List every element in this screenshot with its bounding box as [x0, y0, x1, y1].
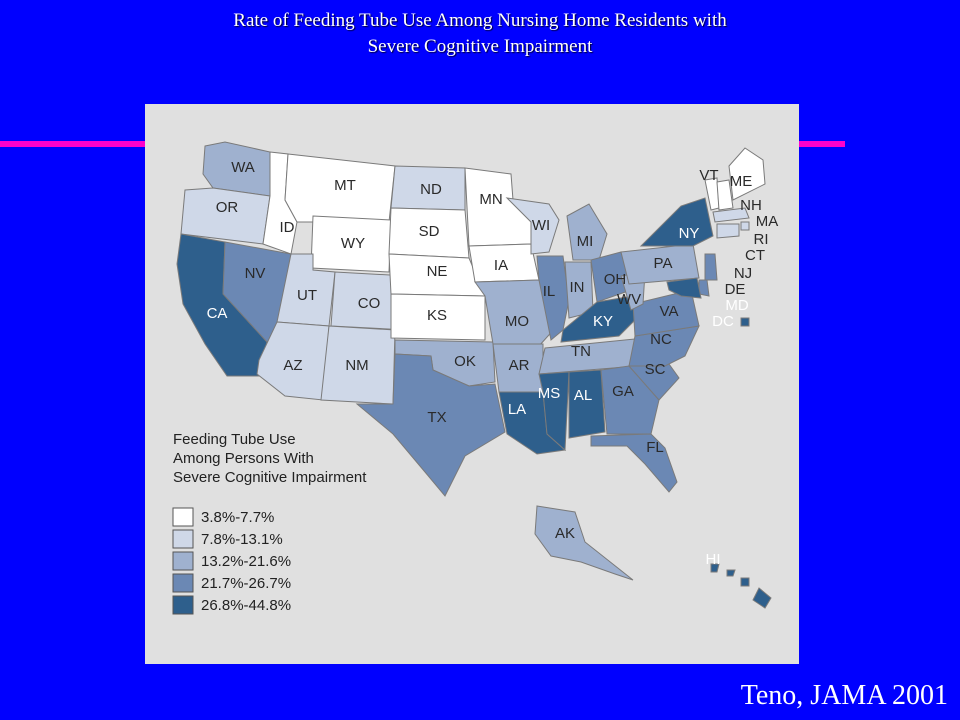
state-label-ct: CT: [745, 247, 765, 264]
slide-title-line-2: Severe Cognitive Impairment: [367, 36, 593, 57]
state-label-vt: VT: [699, 167, 718, 184]
state-label-wa: WA: [231, 159, 255, 176]
state-ms: [538, 371, 570, 452]
state-label-nm: NM: [345, 357, 368, 374]
citation: Teno, JAMA 2001: [740, 680, 948, 711]
state-label-ut: UT: [297, 287, 317, 304]
us-choropleth-map: WA OR CA NV ID MT WY UT CO AZ NM ND SD NE KS OK TX MN IA MO…: [172, 141, 779, 615]
state-label-ri: RI: [754, 231, 769, 248]
legend-label-4: 21.7%-26.7%: [201, 575, 291, 592]
state-ks: [390, 293, 486, 341]
state-wi: [505, 197, 560, 255]
state-label-hi: HI: [706, 551, 721, 568]
state-label-co: CO: [358, 295, 381, 312]
state-ny: [639, 197, 714, 247]
state-label-ny: NY: [679, 225, 700, 242]
labels-layer: WA OR CA NV ID MT WY UT CO AZ NM ND SD NE KS OK TX MN IA MO…: [207, 159, 779, 568]
legend-swatch-4: [172, 573, 194, 593]
state-al: [568, 369, 606, 439]
state-ga: [600, 365, 660, 435]
state-dc: [740, 317, 750, 327]
states-layer: [176, 141, 772, 609]
state-label-sd: SD: [419, 223, 440, 240]
map-panel: WA OR CA NV ID MT WY UT CO AZ NM ND SD NE KS OK TX MN IA MO…: [145, 104, 799, 664]
state-label-nc: NC: [650, 331, 672, 348]
state-ak: [534, 505, 634, 581]
state-label-mt: MT: [334, 177, 356, 194]
legend-title-line-2: Among Persons With: [173, 450, 314, 467]
state-label-wi: WI: [532, 217, 550, 234]
state-label-nj: NJ: [734, 265, 752, 282]
legend-swatch-2: [172, 529, 194, 549]
legend-label-3: 13.2%-21.6%: [201, 553, 291, 570]
state-label-me: ME: [730, 173, 753, 190]
legend-label-2: 7.8%-13.1%: [201, 531, 283, 548]
state-md: [666, 277, 702, 299]
state-label-nd: ND: [420, 181, 442, 198]
state-label-ar: AR: [509, 357, 530, 374]
state-va: [632, 289, 700, 337]
state-label-ga: GA: [612, 383, 634, 400]
state-label-pa: PA: [654, 255, 673, 272]
state-mi: [566, 203, 608, 261]
state-ma: [712, 207, 750, 223]
state-label-or: OR: [216, 199, 239, 216]
state-label-ks: KS: [427, 307, 447, 324]
slide-title: Rate of Feeding Tube Use Among Nursing H…: [0, 8, 960, 60]
state-wy: [310, 215, 392, 273]
map-legend: Feeding Tube Use Among Persons With Severe…: [172, 431, 367, 615]
state-label-id: ID: [280, 219, 295, 236]
legend-label-5: 26.8%-44.8%: [201, 597, 291, 614]
legend-title-line-3: Severe Cognitive Impairment: [173, 469, 367, 486]
state-ct: [716, 223, 740, 239]
state-label-ky: KY: [593, 313, 613, 330]
state-label-ne: NE: [427, 263, 448, 280]
state-label-tx: TX: [427, 409, 446, 426]
legend-label-1: 3.8%-7.7%: [201, 509, 274, 526]
state-label-dc: DC: [712, 313, 734, 330]
state-label-mi: MI: [577, 233, 594, 250]
state-label-ia: IA: [494, 257, 508, 274]
state-label-fl: FL: [646, 439, 664, 456]
state-label-ms: MS: [538, 385, 561, 402]
state-label-va: VA: [660, 303, 679, 320]
state-pa: [620, 243, 700, 285]
state-or: [180, 187, 271, 245]
state-tx: [355, 353, 506, 497]
state-label-sc: SC: [645, 361, 666, 378]
state-label-az: AZ: [283, 357, 302, 374]
legend-title-line-1: Feeding Tube Use: [173, 431, 296, 448]
state-label-wv: WV: [617, 291, 641, 308]
state-nj: [704, 253, 718, 281]
state-fl: [590, 433, 678, 493]
state-label-ca: CA: [207, 305, 228, 322]
legend-swatch-1: [172, 507, 194, 527]
state-label-il: IL: [543, 283, 556, 300]
state-label-ma: MA: [756, 213, 779, 230]
state-label-oh: OH: [604, 271, 627, 288]
state-label-wy: WY: [341, 235, 365, 252]
state-label-tn: TN: [571, 343, 591, 360]
state-me: [728, 147, 766, 201]
slide-title-line-1: Rate of Feeding Tube Use Among Nursing H…: [233, 10, 727, 31]
state-label-nh: NH: [740, 197, 762, 214]
state-label-la: LA: [508, 401, 526, 418]
legend-swatch-3: [172, 551, 194, 571]
state-label-md: MD: [725, 297, 748, 314]
state-hi: [710, 563, 772, 609]
state-label-al: AL: [574, 387, 592, 404]
legend-swatch-5: [172, 595, 194, 615]
state-ri: [740, 221, 750, 231]
state-label-nv: NV: [245, 265, 266, 282]
state-label-ok: OK: [454, 353, 476, 370]
state-label-in: IN: [570, 279, 585, 296]
state-label-mn: MN: [479, 191, 502, 208]
state-nh: [716, 179, 734, 211]
state-label-mo: MO: [505, 313, 529, 330]
state-label-de: DE: [725, 281, 746, 298]
state-label-ak: AK: [555, 525, 575, 542]
